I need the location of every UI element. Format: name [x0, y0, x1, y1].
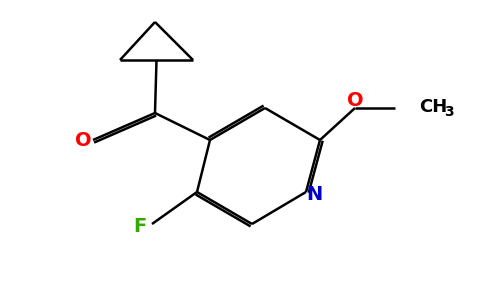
- Text: CH: CH: [419, 98, 447, 116]
- Text: N: N: [306, 184, 322, 203]
- Text: O: O: [347, 92, 363, 110]
- Text: O: O: [75, 130, 91, 149]
- Text: 3: 3: [444, 105, 454, 119]
- Text: F: F: [134, 217, 147, 236]
